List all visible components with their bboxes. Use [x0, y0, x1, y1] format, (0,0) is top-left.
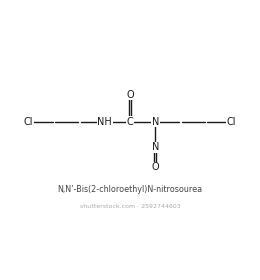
Text: NH: NH	[97, 117, 112, 127]
Text: shutterstock.com · 2592744603: shutterstock.com · 2592744603	[80, 204, 180, 209]
Text: N,N’-Bis(2-chloroethyl)N-nitrosourea: N,N’-Bis(2-chloroethyl)N-nitrosourea	[57, 185, 203, 194]
Text: C: C	[127, 117, 133, 127]
Text: Cl: Cl	[24, 117, 33, 127]
Text: N: N	[152, 117, 159, 127]
Text: N: N	[152, 142, 159, 152]
Text: O: O	[152, 162, 159, 172]
Text: O: O	[126, 90, 134, 100]
Text: Cl: Cl	[227, 117, 236, 127]
